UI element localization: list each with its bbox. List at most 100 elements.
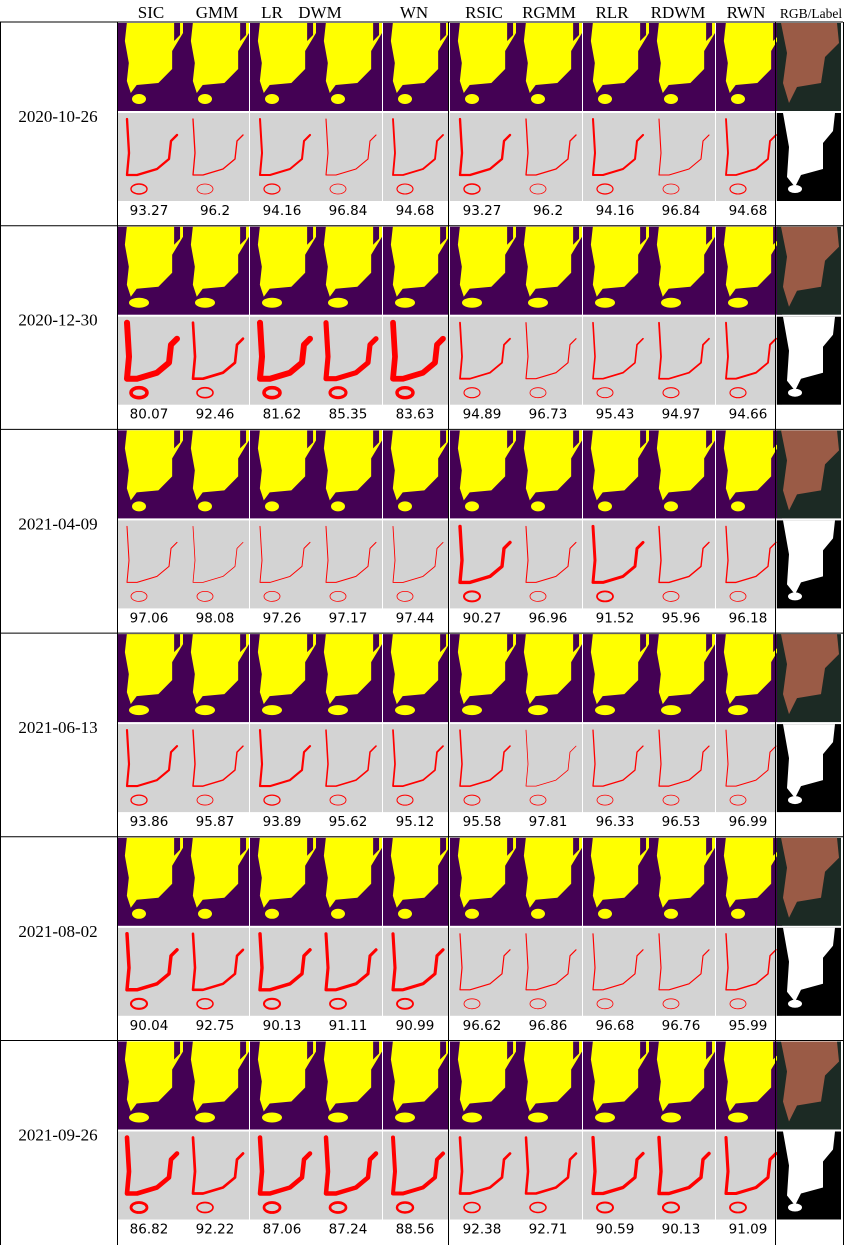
score-label: 96.84 bbox=[329, 203, 368, 219]
segmentation-map bbox=[716, 430, 782, 519]
score-label: 80.07 bbox=[130, 407, 169, 423]
segmentation-map bbox=[117, 634, 183, 723]
segmentation-map bbox=[383, 430, 449, 519]
error-map bbox=[649, 113, 715, 201]
error-map bbox=[450, 1131, 516, 1220]
score-label: 92.38 bbox=[463, 1222, 502, 1238]
score-label: 85.35 bbox=[329, 407, 368, 423]
segmentation-map bbox=[183, 634, 249, 723]
error-map bbox=[450, 316, 516, 405]
error-map bbox=[516, 316, 582, 405]
segmentation-map bbox=[716, 226, 782, 315]
score-label: 95.62 bbox=[329, 814, 368, 830]
segmentation-map bbox=[183, 430, 249, 519]
segmentation-map bbox=[716, 634, 782, 723]
error-map bbox=[117, 1131, 183, 1220]
error-map bbox=[383, 724, 449, 813]
segmentation-map bbox=[716, 23, 782, 111]
segmentation-map bbox=[516, 430, 582, 519]
error-map bbox=[250, 724, 316, 813]
column-header-gmm: GMM bbox=[196, 3, 239, 22]
score-label: 91.09 bbox=[729, 1222, 768, 1238]
label-mask bbox=[777, 316, 841, 405]
score-label: 97.06 bbox=[130, 610, 169, 626]
error-map bbox=[316, 1131, 382, 1220]
score-label: 96.96 bbox=[529, 610, 568, 626]
segmentation-map bbox=[583, 226, 649, 315]
figure-row-2021-08-02: 2021-08-02 90.04 92.75 90.13 91.11 90.99 96.62… bbox=[0, 836, 843, 1034]
label-mask bbox=[777, 927, 841, 1016]
score-label: 81.62 bbox=[263, 407, 302, 423]
score-label: 94.16 bbox=[596, 203, 635, 219]
error-map bbox=[516, 724, 582, 813]
segmentation-map bbox=[516, 1041, 582, 1130]
segmentation-map bbox=[516, 23, 582, 111]
error-map bbox=[516, 520, 582, 609]
error-map bbox=[583, 1131, 649, 1220]
error-map bbox=[716, 724, 782, 813]
error-map bbox=[649, 316, 715, 405]
score-label: 96.53 bbox=[662, 814, 701, 830]
segmentation-map bbox=[250, 23, 316, 111]
score-label: 96.33 bbox=[596, 814, 635, 830]
segmentation-map bbox=[649, 837, 715, 926]
segmentation-map bbox=[250, 837, 316, 926]
score-label: 95.12 bbox=[396, 814, 435, 830]
error-map bbox=[316, 724, 382, 813]
rgb-image bbox=[777, 23, 841, 111]
score-label: 95.87 bbox=[196, 814, 235, 830]
segmentation-map bbox=[117, 23, 183, 111]
score-label: 90.27 bbox=[463, 610, 502, 626]
score-label: 91.52 bbox=[596, 610, 635, 626]
score-label: 95.58 bbox=[463, 814, 502, 830]
figure-row-2021-04-09: 2021-04-09 97.06 98.08 97.26 97.17 97.44 90.27… bbox=[0, 428, 843, 626]
score-label: 92.75 bbox=[196, 1018, 235, 1034]
segmentation-map bbox=[117, 226, 183, 315]
column-header-rlr: RLR bbox=[595, 3, 629, 22]
score-label: 90.13 bbox=[662, 1222, 701, 1238]
segmentation-map bbox=[649, 634, 715, 723]
segmentation-map bbox=[583, 23, 649, 111]
segmentation-map bbox=[316, 634, 382, 723]
score-label: 92.71 bbox=[529, 1222, 568, 1238]
segmentation-map bbox=[583, 837, 649, 926]
error-map bbox=[183, 316, 249, 405]
segmentation-map bbox=[183, 226, 249, 315]
segmentation-map bbox=[583, 634, 649, 723]
error-map bbox=[450, 927, 516, 1016]
score-label: 95.96 bbox=[662, 610, 701, 626]
column-header-wn: WN bbox=[400, 3, 428, 22]
segmentation-map bbox=[649, 226, 715, 315]
score-label: 94.68 bbox=[396, 203, 435, 219]
score-label: 95.99 bbox=[729, 1018, 768, 1034]
error-map bbox=[183, 520, 249, 609]
figure-grid: 2020-10-26 93.27 96.2 94.16 96.84 94.68 93.27 9… bbox=[0, 21, 844, 1245]
error-map bbox=[583, 113, 649, 201]
score-label: 93.89 bbox=[263, 814, 302, 830]
segmentation-map bbox=[516, 634, 582, 723]
error-map bbox=[516, 113, 582, 201]
error-map bbox=[316, 927, 382, 1016]
error-map bbox=[383, 113, 449, 201]
score-label: 96.2 bbox=[533, 203, 563, 219]
column-header-rwn: RWN bbox=[727, 3, 766, 22]
error-map bbox=[583, 927, 649, 1016]
segmentation-map bbox=[250, 430, 316, 519]
score-label: 90.99 bbox=[396, 1018, 435, 1034]
error-map bbox=[649, 520, 715, 609]
error-map bbox=[450, 724, 516, 813]
score-label: 88.56 bbox=[396, 1222, 435, 1238]
error-map bbox=[649, 927, 715, 1016]
rgb-image bbox=[777, 430, 841, 519]
segmentation-map bbox=[316, 226, 382, 315]
column-headers: SIC GMM LR DWM WN RSIC RGMM RLR RDWM RWN RGB/Label bbox=[138, 3, 843, 22]
error-map bbox=[383, 927, 449, 1016]
error-map bbox=[383, 316, 449, 405]
score-label: 91.11 bbox=[329, 1018, 368, 1034]
column-header-lr: LR bbox=[261, 3, 283, 22]
error-map bbox=[117, 724, 183, 813]
score-label: 83.63 bbox=[396, 407, 435, 423]
row-date-label: 2021-06-13 bbox=[18, 718, 97, 737]
score-label: 87.06 bbox=[263, 1222, 302, 1238]
label-mask bbox=[777, 1131, 841, 1220]
